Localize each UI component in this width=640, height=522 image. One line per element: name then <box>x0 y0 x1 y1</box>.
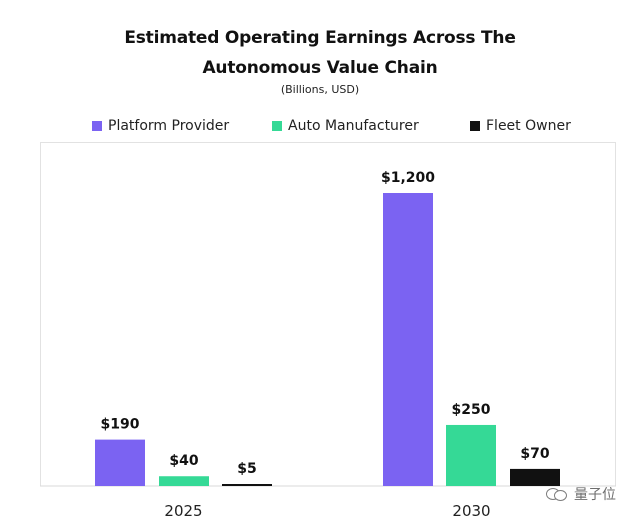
legend-label-auto-manufacturer: Auto Manufacturer <box>288 118 419 134</box>
legend-swatch-platform-provider <box>92 121 102 131</box>
chart-legend: Platform Provider Auto Manufacturer Flee… <box>92 116 582 136</box>
chart-header: Estimated Operating Earnings Across The … <box>0 23 640 97</box>
data-label-auto-manufacturer-2025: $40 <box>169 453 198 469</box>
bar-fleet-owner-2025 <box>222 484 272 486</box>
chart-plot-frame <box>40 142 616 486</box>
bar-platform-provider-2030 <box>383 193 433 486</box>
chat-icon <box>546 486 568 502</box>
x-tick-label-2030: 2030 <box>452 502 490 520</box>
legend-label-platform-provider: Platform Provider <box>108 118 230 134</box>
bar-auto-manufacturer-2030 <box>446 424 496 486</box>
data-label-platform-provider-2030: $1,200 <box>381 170 435 186</box>
legend-swatch-auto-manufacturer <box>272 121 282 131</box>
chart-title-line-1: Estimated Operating Earnings Across The <box>124 28 516 48</box>
data-label-fleet-owner-2025: $5 <box>237 461 256 477</box>
data-label-fleet-owner-2030: $70 <box>520 446 549 462</box>
legend-label-fleet-owner: Fleet Owner <box>486 118 571 134</box>
legend-item-platform-provider: Platform Provider <box>92 116 229 136</box>
chart-title-line-2: Autonomous Value Chain <box>202 58 438 78</box>
watermark: 量子位 <box>546 484 616 504</box>
bar-platform-provider-2025 <box>95 439 145 486</box>
watermark-text: 量子位 <box>574 487 616 503</box>
legend-item-auto-manufacturer: Auto Manufacturer <box>272 116 419 136</box>
x-tick-label-2025: 2025 <box>164 502 202 520</box>
legend-item-fleet-owner: Fleet Owner <box>470 116 571 136</box>
bar-auto-manufacturer-2025 <box>159 476 209 486</box>
legend-swatch-fleet-owner <box>470 121 480 131</box>
bar-fleet-owner-2030 <box>510 468 560 486</box>
chart-subtitle: (Billions, USD) <box>280 83 360 96</box>
data-label-auto-manufacturer-2030: $250 <box>452 402 491 418</box>
data-label-platform-provider-2025: $190 <box>101 417 140 433</box>
